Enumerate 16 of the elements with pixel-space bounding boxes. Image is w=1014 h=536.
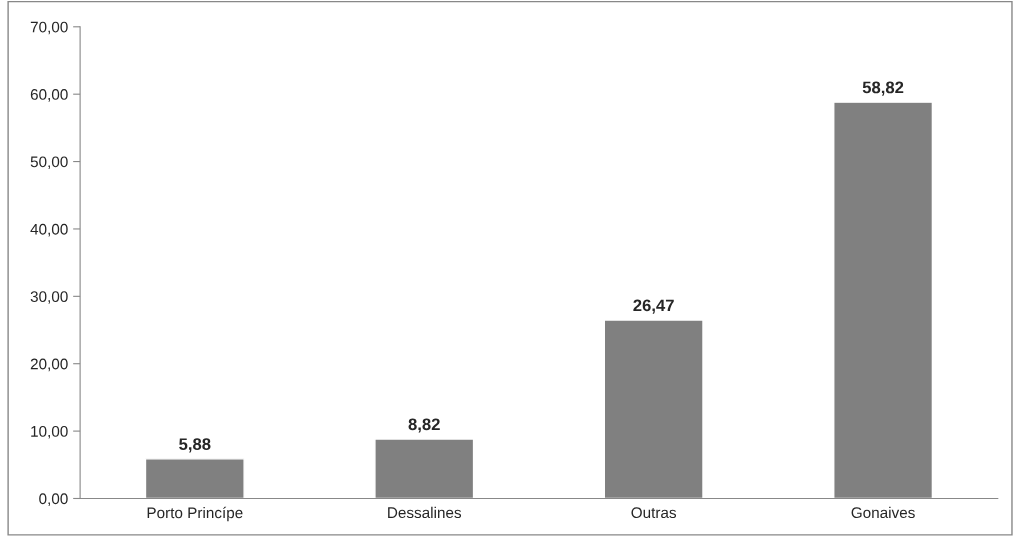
- x-tick-label: Gonaives: [851, 506, 915, 519]
- y-tick-label: 60,00: [30, 89, 68, 102]
- data-label: 5,88: [179, 438, 211, 453]
- y-tick-label: 0,00: [39, 493, 68, 506]
- x-tick-label: Porto Princípe: [147, 506, 243, 522]
- data-label: 8,82: [408, 418, 440, 433]
- y-tick-label: 10,00: [31, 425, 68, 439]
- y-tick-label: 50,00: [30, 156, 68, 170]
- x-tick-label: Outras: [631, 507, 677, 519]
- y-tick-label: 70,00: [30, 21, 68, 35]
- y-tick-label: 20,00: [30, 358, 68, 372]
- data-label: 58,82: [862, 81, 904, 96]
- y-tick-label: 40,00: [30, 223, 68, 237]
- x-tick-label: Dessalines: [388, 506, 462, 519]
- y-tick-label: 30,00: [30, 291, 68, 304]
- data-label: 26,47: [633, 299, 674, 314]
